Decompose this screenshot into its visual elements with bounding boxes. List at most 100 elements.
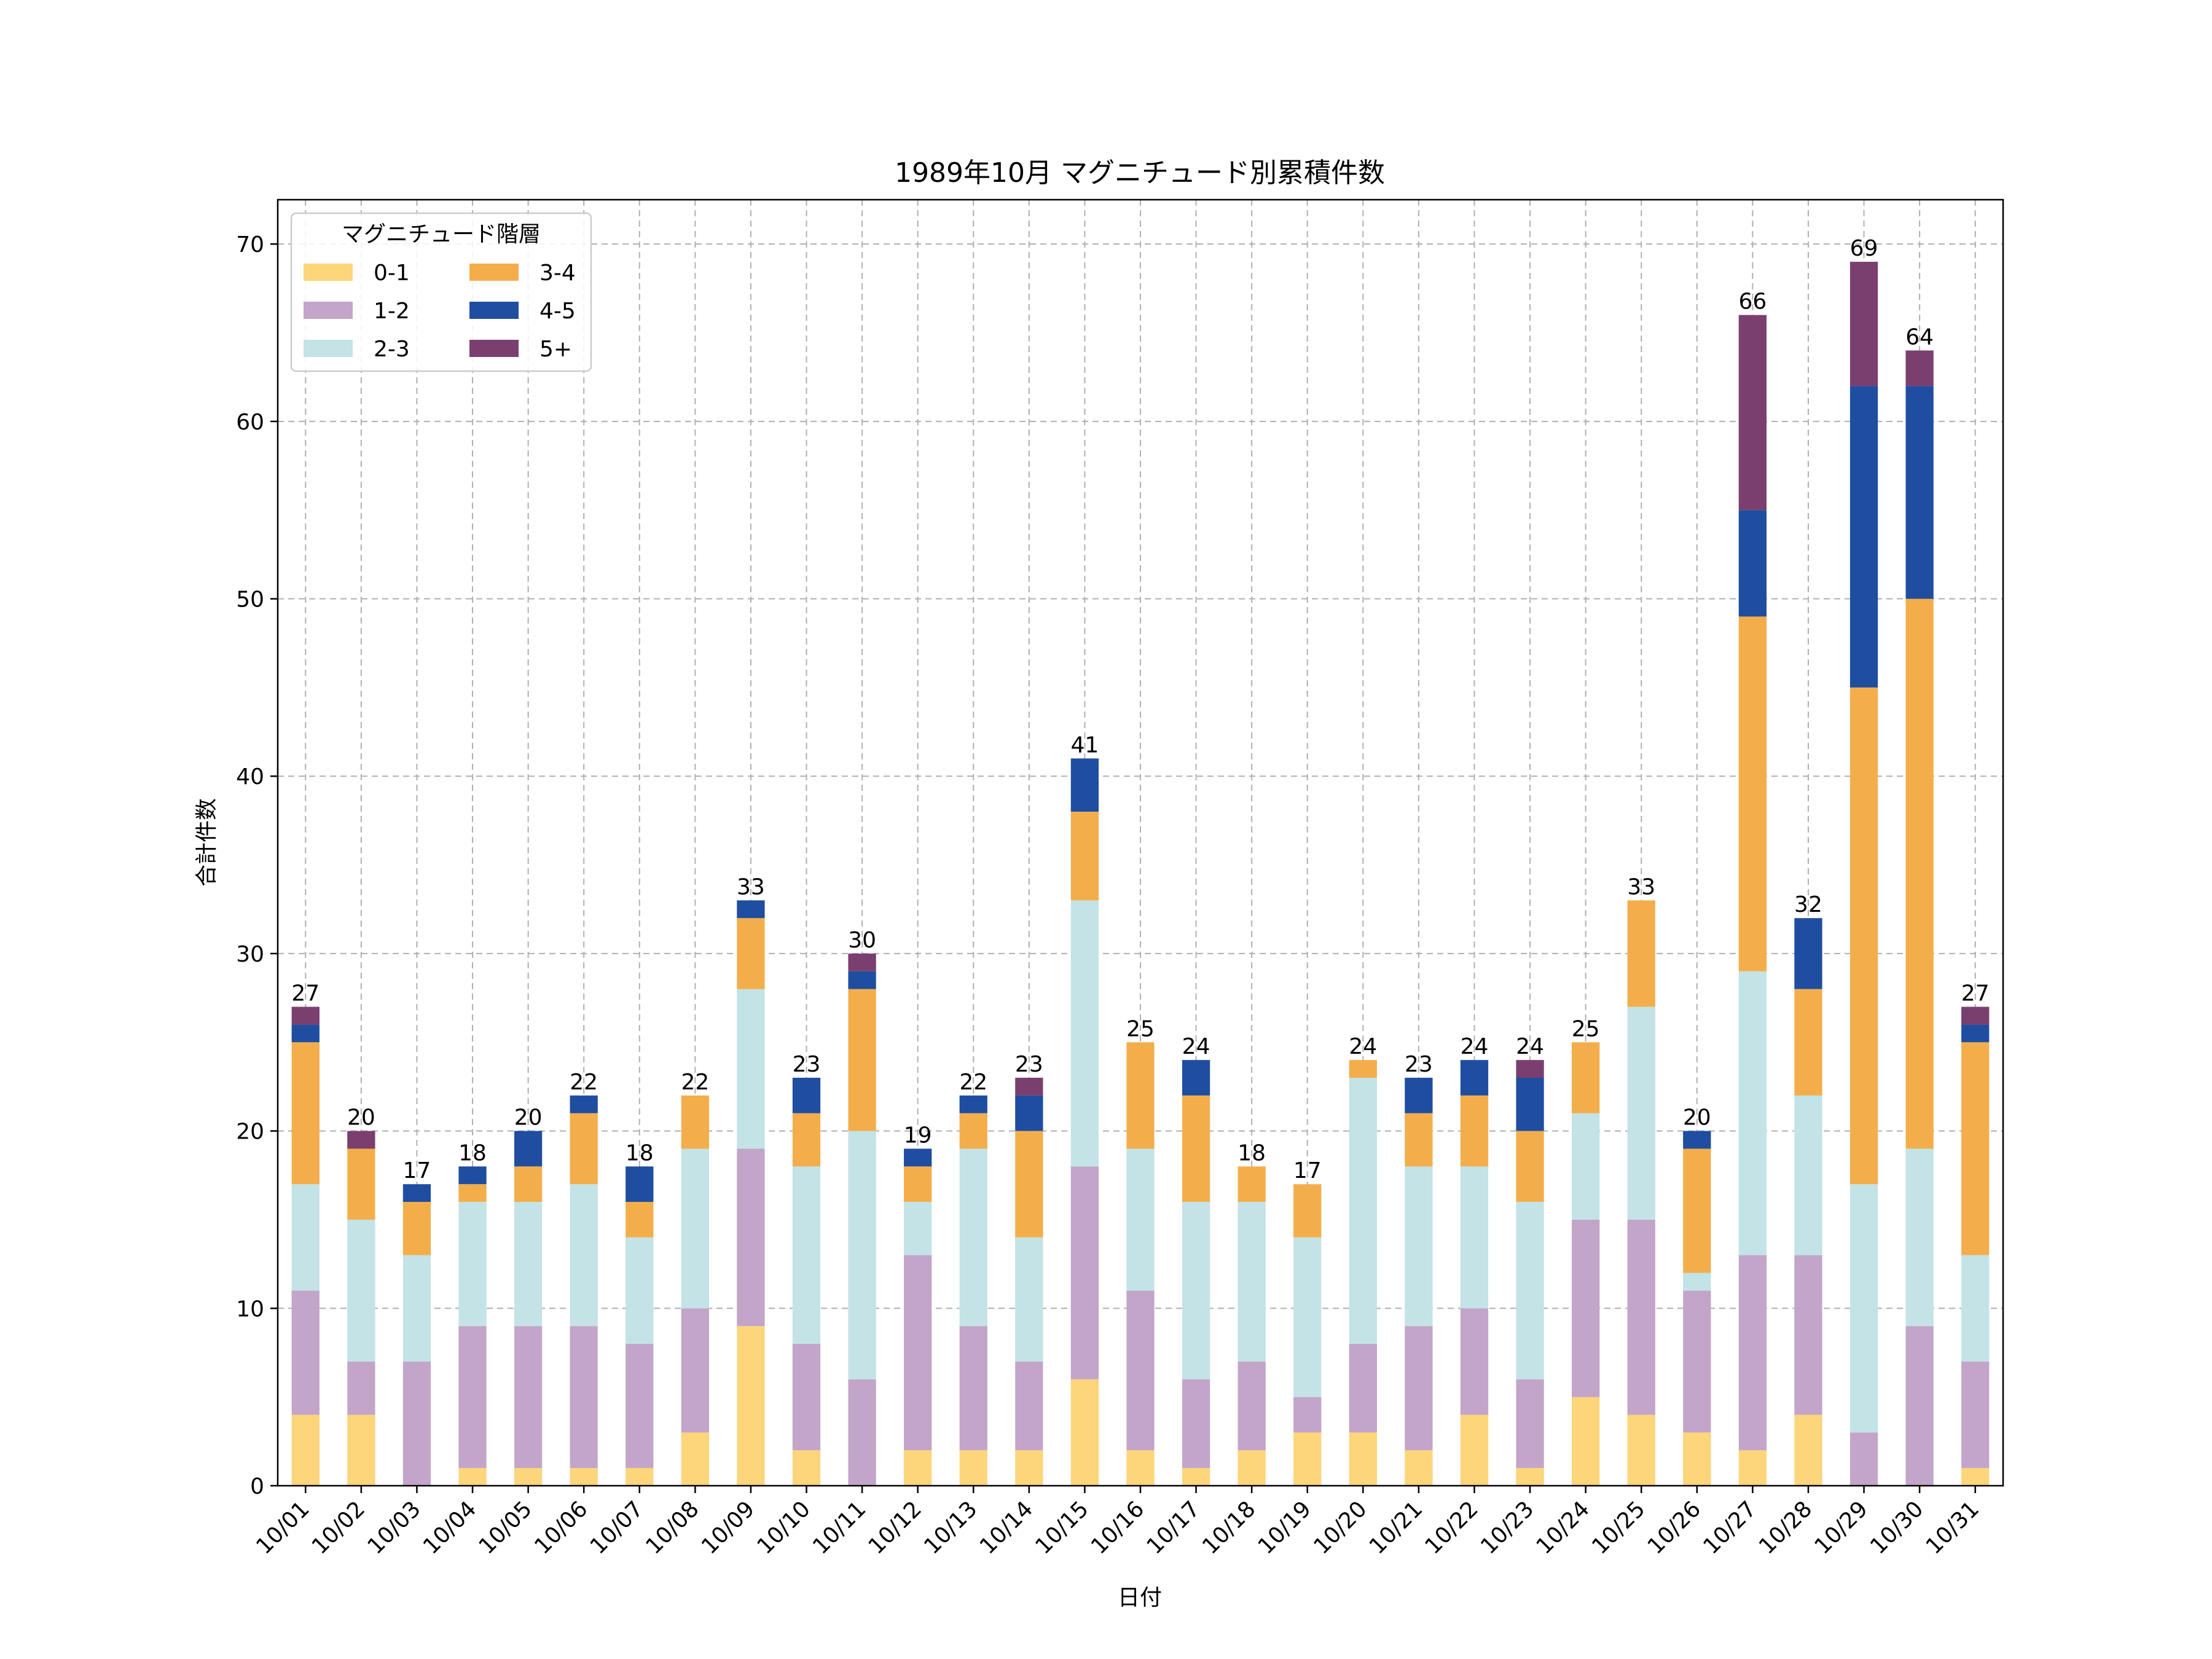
- bar-segment: [626, 1468, 654, 1486]
- x-tick-label: 10/15: [1030, 1496, 1093, 1559]
- bar-segment: [1293, 1184, 1322, 1237]
- bar-segment: [402, 1184, 431, 1202]
- x-tick-label: 10/05: [474, 1496, 537, 1559]
- bar-segment: [1905, 350, 1934, 386]
- x-tick-label: 10/12: [864, 1496, 927, 1559]
- bar-segment: [681, 1095, 709, 1149]
- bar-segment: [1572, 1219, 1600, 1397]
- bar-segment: [1349, 1344, 1377, 1433]
- bar-segment: [1627, 1006, 1655, 1220]
- y-axis-label: 合計件数: [194, 798, 219, 887]
- bar-segment: [514, 1131, 543, 1167]
- y-tick-label: 30: [236, 942, 264, 967]
- bar-segment: [1015, 1450, 1043, 1486]
- bar-segment: [848, 1379, 876, 1486]
- bar-segment: [1070, 900, 1099, 1167]
- bar-segment: [347, 1131, 375, 1149]
- y-tick-label: 60: [236, 410, 264, 435]
- bar-segment: [1293, 1432, 1322, 1486]
- bar-segment: [291, 1042, 320, 1185]
- total-label: 33: [1627, 874, 1655, 900]
- x-tick-label: 10/17: [1142, 1496, 1205, 1559]
- bar-segment: [1738, 971, 1767, 1255]
- bar-segment: [1905, 386, 1934, 599]
- bar-segment: [681, 1308, 709, 1433]
- bar-segment: [1405, 1113, 1433, 1167]
- bar-segment: [1460, 1308, 1489, 1415]
- bar-segment: [1849, 1432, 1878, 1486]
- bar-segment: [792, 1078, 821, 1113]
- bar-segment: [1126, 1290, 1155, 1451]
- bar-segment: [1293, 1397, 1322, 1433]
- x-axis: 10/0110/0210/0310/0410/0510/0610/0710/08…: [251, 1486, 1984, 1559]
- legend-frame: [290, 212, 592, 372]
- bar-segment: [1794, 989, 1822, 1096]
- bar-segment: [458, 1202, 487, 1327]
- bar-segment: [347, 1148, 375, 1220]
- bar-segment: [1516, 1468, 1544, 1486]
- bar-segment: [1015, 1361, 1043, 1451]
- bar-segment: [1849, 1184, 1878, 1433]
- bar-segment: [570, 1113, 598, 1185]
- x-tick-label: 10/25: [1587, 1496, 1650, 1559]
- total-label: 22: [959, 1070, 987, 1095]
- legend-swatch: [469, 302, 519, 319]
- bar-segment: [1237, 1450, 1266, 1486]
- bar-segment: [848, 971, 876, 989]
- x-tick-label: 10/29: [1810, 1496, 1873, 1559]
- bar-segment: [347, 1414, 375, 1486]
- bar-segment: [1794, 1414, 1822, 1486]
- bar-segment: [1182, 1060, 1210, 1096]
- bar-segment: [1293, 1237, 1322, 1397]
- bar-segment: [1070, 1379, 1099, 1486]
- total-label: 27: [1961, 981, 1990, 1006]
- bar-segment: [1237, 1166, 1266, 1202]
- bar-segment: [458, 1326, 487, 1469]
- legend-label: 5+: [539, 337, 572, 362]
- total-label: 23: [1405, 1052, 1433, 1077]
- bar-segment: [1182, 1095, 1210, 1202]
- bar-segment: [1961, 1468, 1990, 1486]
- bar-segment: [1015, 1078, 1043, 1096]
- bar-segment: [1126, 1042, 1155, 1149]
- bar-segment: [1182, 1379, 1210, 1469]
- bar-segment: [514, 1468, 543, 1486]
- total-label: 25: [1572, 1016, 1600, 1041]
- bar-segment: [1738, 616, 1767, 971]
- bar-segment: [1738, 1255, 1767, 1451]
- bar-segment: [402, 1255, 431, 1362]
- bar-segment: [1961, 1006, 1990, 1025]
- bar-segment: [1849, 262, 1878, 386]
- x-axis-label: 日付: [1118, 1585, 1162, 1610]
- bar-segment: [1516, 1202, 1544, 1379]
- bar-segment: [1349, 1078, 1377, 1344]
- bar-segment: [792, 1166, 821, 1344]
- bar-segment: [848, 989, 876, 1131]
- bar-segment: [347, 1219, 375, 1362]
- x-tick-label: 10/26: [1643, 1496, 1706, 1559]
- legend: マグニチュード階層 0-1 1-2 2-3 3-4 4-5 5+: [290, 212, 592, 372]
- bar-segment: [959, 1450, 987, 1486]
- x-tick-label: 10/30: [1865, 1496, 1928, 1559]
- x-tick-label: 10/13: [919, 1496, 982, 1559]
- bar-segment: [1460, 1095, 1489, 1167]
- bar-segment: [1961, 1042, 1990, 1255]
- x-tick-label: 10/19: [1253, 1496, 1316, 1559]
- total-label: 18: [1237, 1140, 1266, 1166]
- bar-segment: [626, 1344, 654, 1469]
- total-label: 33: [737, 874, 765, 900]
- total-label: 17: [1293, 1158, 1322, 1183]
- bar-segment: [1070, 758, 1099, 812]
- total-label: 18: [626, 1140, 654, 1166]
- total-label: 24: [1461, 1034, 1489, 1059]
- bar-segment: [1405, 1326, 1433, 1451]
- bar-segment: [1182, 1468, 1210, 1486]
- legend-items: 0-1 1-2 2-3 3-4 4-5 5+: [304, 261, 576, 362]
- bar-segment: [1516, 1078, 1544, 1131]
- bar-segment: [1516, 1131, 1544, 1202]
- bar-segment: [1572, 1113, 1600, 1220]
- bar-segment: [904, 1202, 932, 1255]
- legend-swatch: [304, 302, 353, 319]
- bar-segment: [1905, 1326, 1934, 1486]
